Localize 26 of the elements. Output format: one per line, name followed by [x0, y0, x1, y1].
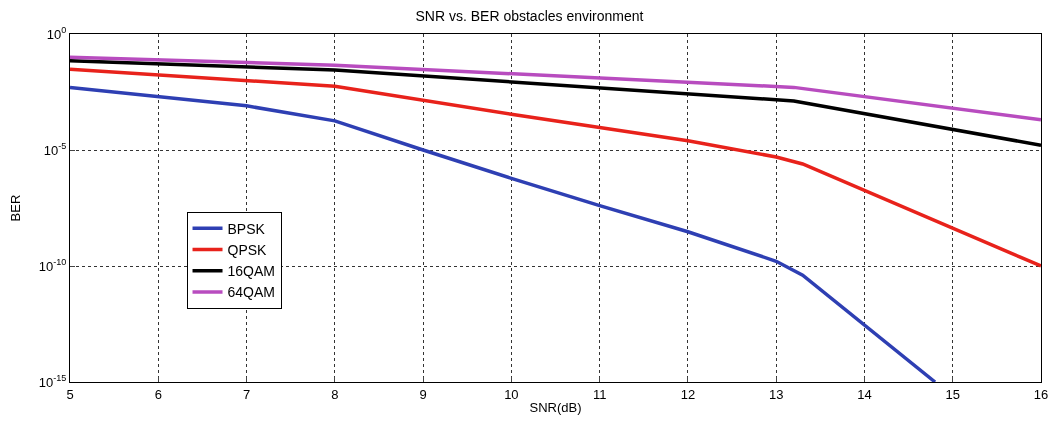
line-series	[70, 85, 937, 382]
y-tick-label: 10$^{-15}$	[38, 373, 67, 390]
line-series	[70, 67, 1041, 268]
x-tick-label: 7	[242, 386, 251, 402]
legend-label: QPSK	[227, 241, 268, 258]
x-tick-label: 5	[66, 386, 74, 402]
x-axis-title: SNR(dB)	[529, 400, 582, 416]
x-tick-label: 9	[419, 386, 427, 402]
x-tick-label: 15	[945, 386, 960, 402]
y-tick-label: 10$^{0}$	[46, 25, 67, 42]
x-tick-label: 14	[857, 386, 872, 402]
chart-title: SNR vs. BER obstacles environment	[415, 7, 644, 24]
x-tick-label: 11	[592, 386, 607, 402]
legend-label: BPSK	[227, 220, 266, 237]
x-tick-label: 6	[154, 386, 162, 402]
x-tick-label: 10	[504, 386, 519, 402]
line-series	[70, 55, 1041, 122]
x-tick-label: 16	[1033, 386, 1049, 402]
legend-label: 64QAM	[227, 284, 275, 301]
x-tick-label: 12	[680, 386, 696, 402]
y-tick-label: 10$^{-5}$	[43, 141, 67, 158]
y-tick-label: 10$^{-10}$	[38, 257, 67, 274]
x-tick-label: 13	[768, 386, 784, 402]
x-tick-label: 8	[331, 386, 339, 402]
y-axis-title: BER	[7, 194, 23, 222]
legend-label: 16QAM	[227, 263, 275, 280]
